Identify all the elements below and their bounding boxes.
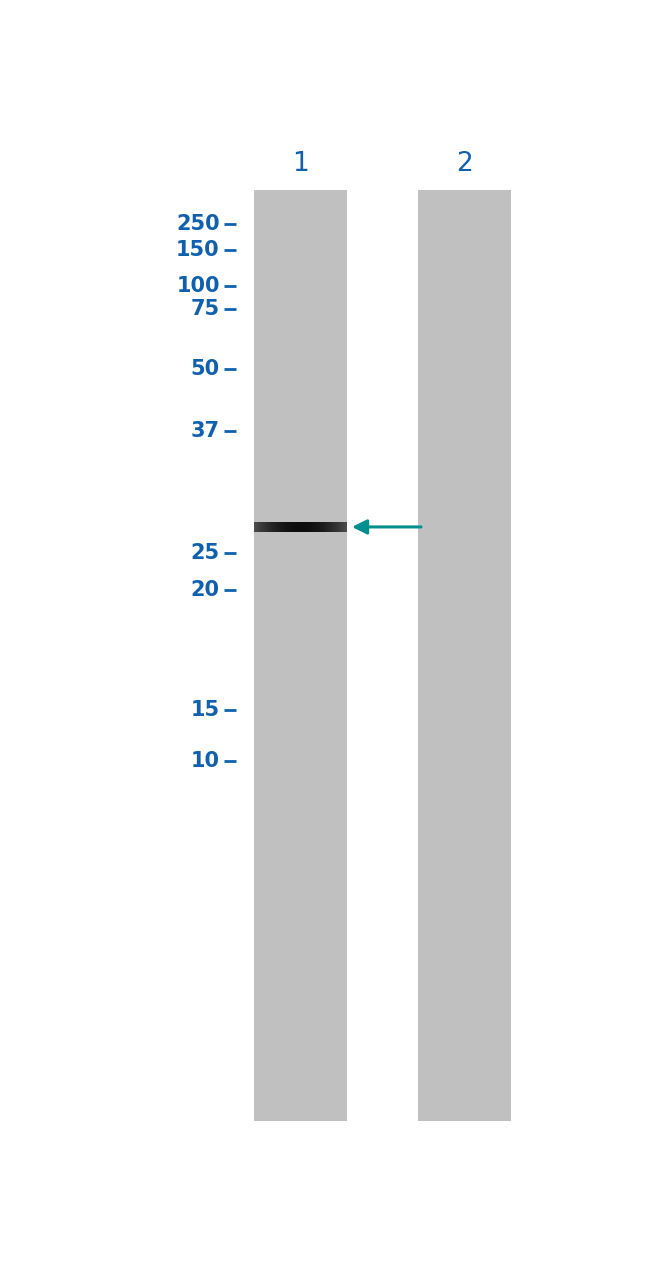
Bar bbox=[305, 522, 306, 532]
Bar bbox=[315, 522, 316, 532]
Bar bbox=[345, 522, 346, 532]
Bar bbox=[320, 522, 321, 532]
Text: 1: 1 bbox=[292, 151, 309, 177]
Bar bbox=[306, 522, 307, 532]
Bar bbox=[266, 522, 267, 532]
Bar bbox=[321, 522, 322, 532]
Bar bbox=[294, 522, 295, 532]
Bar bbox=[254, 522, 255, 532]
Bar bbox=[343, 522, 344, 532]
Bar bbox=[337, 522, 339, 532]
Bar bbox=[331, 522, 332, 532]
Bar bbox=[257, 522, 259, 532]
Bar bbox=[307, 522, 308, 532]
Bar bbox=[264, 522, 265, 532]
Bar bbox=[292, 522, 293, 532]
Bar bbox=[263, 522, 264, 532]
Bar bbox=[270, 522, 272, 532]
Bar bbox=[281, 522, 283, 532]
Bar bbox=[311, 522, 313, 532]
Bar bbox=[302, 522, 303, 532]
Bar bbox=[278, 522, 279, 532]
Bar bbox=[322, 522, 323, 532]
Text: 15: 15 bbox=[190, 700, 220, 720]
Bar bbox=[255, 522, 257, 532]
Bar bbox=[276, 522, 277, 532]
Bar bbox=[344, 522, 345, 532]
Bar bbox=[313, 522, 315, 532]
Bar bbox=[346, 522, 347, 532]
Bar bbox=[341, 522, 343, 532]
Bar bbox=[298, 522, 300, 532]
Bar bbox=[293, 522, 294, 532]
Bar bbox=[259, 522, 260, 532]
Bar bbox=[324, 522, 326, 532]
Bar bbox=[309, 522, 311, 532]
Bar bbox=[267, 522, 268, 532]
Text: 250: 250 bbox=[176, 213, 220, 234]
Bar bbox=[323, 522, 324, 532]
Bar bbox=[285, 522, 287, 532]
Bar bbox=[330, 522, 331, 532]
Bar bbox=[335, 522, 336, 532]
Bar bbox=[308, 522, 309, 532]
Bar bbox=[272, 522, 274, 532]
Text: 25: 25 bbox=[190, 544, 220, 564]
Bar bbox=[319, 522, 320, 532]
Bar bbox=[336, 522, 337, 532]
Bar bbox=[279, 522, 280, 532]
Bar bbox=[254, 189, 347, 1120]
Bar bbox=[332, 522, 333, 532]
Text: 150: 150 bbox=[176, 240, 220, 260]
Bar bbox=[275, 522, 276, 532]
Text: 10: 10 bbox=[191, 751, 220, 771]
Bar bbox=[326, 522, 328, 532]
Bar bbox=[277, 522, 278, 532]
Bar bbox=[328, 522, 330, 532]
Bar bbox=[280, 522, 281, 532]
Bar bbox=[317, 522, 318, 532]
Bar bbox=[316, 522, 317, 532]
Bar bbox=[268, 522, 270, 532]
Bar bbox=[265, 522, 266, 532]
Bar bbox=[274, 522, 275, 532]
Bar bbox=[339, 522, 341, 532]
Bar bbox=[333, 522, 334, 532]
Bar bbox=[283, 522, 285, 532]
Bar bbox=[262, 522, 263, 532]
Bar bbox=[417, 189, 511, 1120]
Bar bbox=[261, 522, 262, 532]
Bar bbox=[289, 522, 290, 532]
Bar bbox=[334, 522, 335, 532]
Bar bbox=[288, 522, 289, 532]
Bar bbox=[291, 522, 292, 532]
Bar bbox=[295, 522, 296, 532]
Text: 50: 50 bbox=[190, 359, 220, 380]
Text: 100: 100 bbox=[176, 277, 220, 296]
Text: 2: 2 bbox=[456, 151, 473, 177]
Text: 20: 20 bbox=[191, 579, 220, 599]
Text: 37: 37 bbox=[191, 422, 220, 441]
Bar bbox=[300, 522, 302, 532]
Bar bbox=[296, 522, 298, 532]
Bar bbox=[290, 522, 291, 532]
Bar bbox=[303, 522, 304, 532]
Bar bbox=[287, 522, 288, 532]
Bar bbox=[318, 522, 319, 532]
Bar bbox=[304, 522, 305, 532]
Bar bbox=[260, 522, 261, 532]
Text: 75: 75 bbox=[190, 298, 220, 319]
